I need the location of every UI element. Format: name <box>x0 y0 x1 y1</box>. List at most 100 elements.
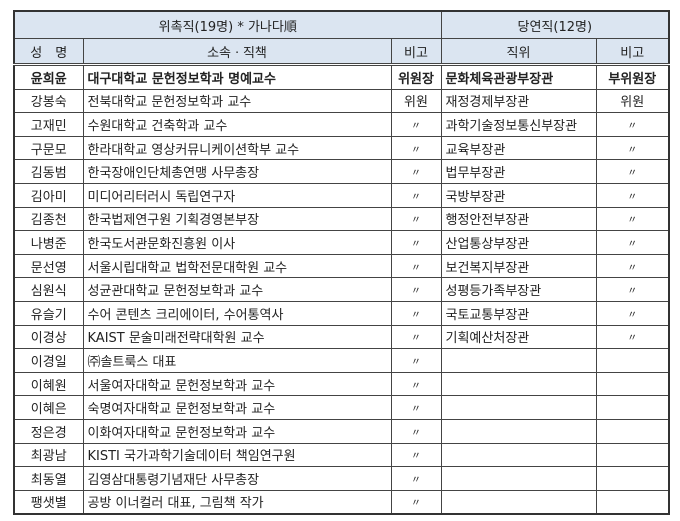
member-note: 〃 <box>390 206 442 232</box>
exofficio-position <box>440 395 597 420</box>
member-affiliation: 성균관대학교 문헌정보학과 교수 <box>82 277 392 302</box>
position-column-header: 직위 <box>440 38 597 66</box>
exofficio-position: 재정경제부장관 <box>440 88 597 114</box>
member-affiliation: 한국도서관문화진흥원 이사 <box>82 230 392 255</box>
member-affiliation: 전북대학교 문헌정보학과 교수 <box>82 88 392 114</box>
exofficio-note: 〃 <box>595 182 670 208</box>
note-column-header: 비고 <box>390 38 442 66</box>
member-affiliation: 수원대학교 건축학과 교수 <box>82 112 392 137</box>
member-name: 강봉숙 <box>13 88 84 114</box>
member-note: 〃 <box>390 112 442 137</box>
appointed-members-header: 위촉직(19명) * 가나다順 <box>13 10 442 39</box>
exofficio-position: 교육부장관 <box>440 135 597 161</box>
exofficio-members-header: 당연직(12명) <box>440 10 670 39</box>
table-row: 최동열 김영삼대통령기념재단 사무총장 〃 <box>13 466 670 491</box>
member-note: 〃 <box>390 277 442 302</box>
table-row: 문선영 서울시립대학교 법학전문대학원 교수 〃 보건복지부장관 〃 <box>13 253 670 279</box>
note2-column-header: 비고 <box>595 38 670 66</box>
exofficio-note: 〃 <box>595 135 670 161</box>
member-name: 팽샛별 <box>13 489 84 515</box>
member-affiliation: KAIST 문술미래전략대학원 교수 <box>82 324 392 350</box>
table-row: 김종천 한국법제연구원 기획경영본부장 〃 행정안전부장관 〃 <box>13 206 670 232</box>
member-name: 윤희윤 <box>13 64 84 90</box>
exofficio-note: 〃 <box>595 112 670 137</box>
committee-members-table: 위촉직(19명) * 가나다順 당연직(12명) 성 명 소속ㆍ직책 비고 직위… <box>13 10 671 516</box>
exofficio-note <box>595 395 670 420</box>
member-affiliation: 수어 콘텐츠 크리에이터, 수어통역사 <box>82 300 392 326</box>
member-note: 〃 <box>390 442 442 468</box>
table-row: 이경상 KAIST 문술미래전략대학원 교수 〃 기획예산처장관 〃 <box>13 324 670 350</box>
exofficio-position: 보건복지부장관 <box>440 253 597 279</box>
exofficio-note: 〃 <box>595 324 670 350</box>
exofficio-position <box>440 418 597 444</box>
table-row: 윤희윤 대구대학교 문헌정보학과 명예교수 위원장 문화체육관광부장관 부위원장 <box>13 64 670 90</box>
affiliation-column-header: 소속ㆍ직책 <box>82 38 392 66</box>
exofficio-note: 〃 <box>595 159 670 184</box>
member-affiliation: 한라대학교 영상커뮤니케이션학부 교수 <box>82 135 392 161</box>
table-row: 최광남 KISTI 국가과학기술데이터 책임연구원 〃 <box>13 442 670 468</box>
member-affiliation: 서울시립대학교 법학전문대학원 교수 <box>82 253 392 279</box>
member-note: 〃 <box>390 348 442 373</box>
member-affiliation: 이화여자대학교 문헌정보학과 교수 <box>82 418 392 444</box>
table-row: 나병준 한국도서관문화진흥원 이사 〃 산업통상부장관 〃 <box>13 230 670 255</box>
exofficio-note <box>595 371 670 397</box>
exofficio-position <box>440 371 597 397</box>
exofficio-position: 법무부장관 <box>440 159 597 184</box>
exofficio-note <box>595 442 670 468</box>
member-note: 〃 <box>390 182 442 208</box>
member-affiliation: KISTI 국가과학기술데이터 책임연구원 <box>82 442 392 468</box>
member-affiliation: 한국법제연구원 기획경영본부장 <box>82 206 392 232</box>
member-name: 최동열 <box>13 466 84 491</box>
exofficio-position: 기획예산처장관 <box>440 324 597 350</box>
table-row: 구문모 한라대학교 영상커뮤니케이션학부 교수 〃 교육부장관 〃 <box>13 135 670 161</box>
exofficio-note: 위원 <box>595 88 670 114</box>
table-row: 이혜은 숙명여자대학교 문헌정보학과 교수 〃 <box>13 395 670 420</box>
member-note: 위원 <box>390 88 442 114</box>
exofficio-note: 〃 <box>595 300 670 326</box>
member-affiliation: 숙명여자대학교 문헌정보학과 교수 <box>82 395 392 420</box>
member-name: 유슬기 <box>13 300 84 326</box>
member-note: 〃 <box>390 371 442 397</box>
member-affiliation: 대구대학교 문헌정보학과 명예교수 <box>82 64 392 90</box>
member-affiliation: ㈜솔트룩스 대표 <box>82 348 392 373</box>
member-affiliation: 서울여자대학교 문헌정보학과 교수 <box>82 371 392 397</box>
member-name: 이경일 <box>13 348 84 373</box>
member-affiliation: 공방 이너컬러 대표, 그림책 작가 <box>82 489 392 515</box>
table-row: 심원식 성균관대학교 문헌정보학과 교수 〃 성평등가족부장관 〃 <box>13 277 670 302</box>
member-name: 이혜원 <box>13 371 84 397</box>
exofficio-position: 행정안전부장관 <box>440 206 597 232</box>
exofficio-note <box>595 489 670 515</box>
member-name: 고재민 <box>13 112 84 137</box>
exofficio-position: 산업통상부장관 <box>440 230 597 255</box>
table-row: 팽샛별 공방 이너컬러 대표, 그림책 작가 〃 <box>13 489 670 515</box>
member-note: 〃 <box>390 253 442 279</box>
exofficio-note <box>595 348 670 373</box>
exofficio-position <box>440 489 597 515</box>
member-name: 김종천 <box>13 206 84 232</box>
member-note: 〃 <box>390 230 442 255</box>
member-name: 이경상 <box>13 324 84 350</box>
member-note: 〃 <box>390 466 442 491</box>
member-name: 문선영 <box>13 253 84 279</box>
exofficio-position: 성평등가족부장관 <box>440 277 597 302</box>
member-name: 심원식 <box>13 277 84 302</box>
member-name: 나병준 <box>13 230 84 255</box>
member-name: 김아미 <box>13 182 84 208</box>
table-row: 고재민 수원대학교 건축학과 교수 〃 과학기술정보통신부장관 〃 <box>13 112 670 137</box>
table-row: 이혜원 서울여자대학교 문헌정보학과 교수 〃 <box>13 371 670 397</box>
member-affiliation: 미디어리터러시 독립연구자 <box>82 182 392 208</box>
exofficio-note <box>595 418 670 444</box>
exofficio-position: 문화체육관광부장관 <box>440 64 597 90</box>
member-affiliation: 한국장애인단체총연맹 사무총장 <box>82 159 392 184</box>
exofficio-position: 국방부장관 <box>440 182 597 208</box>
table-row: 정은경 이화여자대학교 문헌정보학과 교수 〃 <box>13 418 670 444</box>
member-affiliation: 김영삼대통령기념재단 사무총장 <box>82 466 392 491</box>
member-name: 이혜은 <box>13 395 84 420</box>
exofficio-note: 부위원장 <box>595 64 670 90</box>
exofficio-position <box>440 466 597 491</box>
exofficio-position: 국토교통부장관 <box>440 300 597 326</box>
exofficio-position <box>440 348 597 373</box>
member-note: 〃 <box>390 395 442 420</box>
member-note: 〃 <box>390 159 442 184</box>
table-row: 김아미 미디어리터러시 독립연구자 〃 국방부장관 〃 <box>13 182 670 208</box>
